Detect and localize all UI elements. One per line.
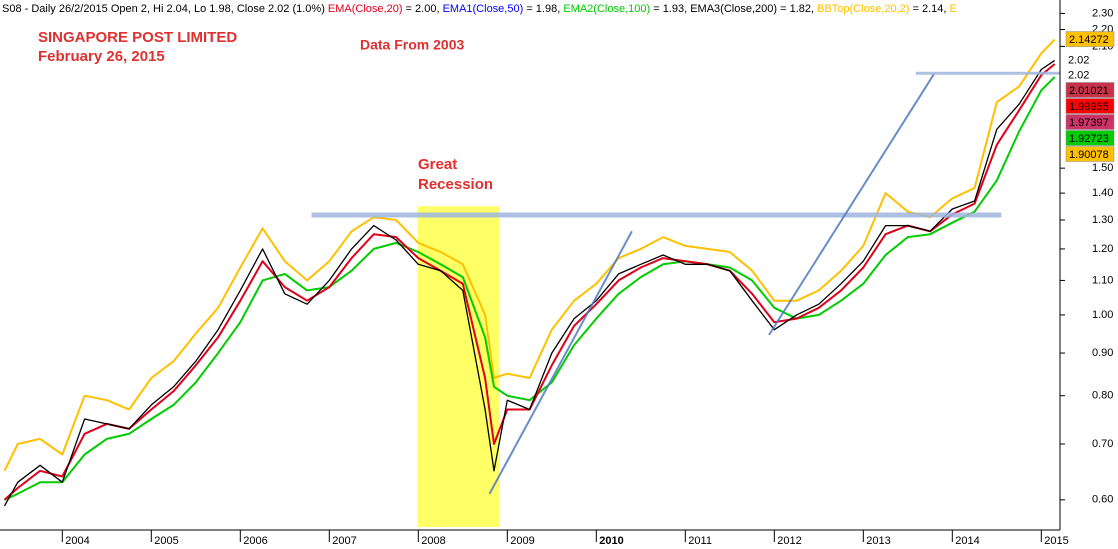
x-tick-label: 2013 bbox=[866, 535, 890, 547]
close-label: 2.02 bbox=[1068, 69, 1089, 81]
y-tick-label: 1.50 bbox=[1092, 162, 1113, 174]
x-tick-label: 2005 bbox=[154, 535, 178, 547]
series-line bbox=[3, 63, 1056, 501]
x-tick-label: 2014 bbox=[955, 535, 979, 547]
under-layer bbox=[417, 206, 500, 528]
y-tick-label: 1.30 bbox=[1092, 214, 1113, 226]
value-box-label: 1.92723 bbox=[1069, 133, 1109, 145]
y-tick-label: 1.10 bbox=[1092, 274, 1113, 286]
header-segment: S08 - Daily 26/2/2015 Open 2, Hi 2.04, L… bbox=[2, 3, 328, 15]
note: Data From 2003 bbox=[360, 37, 464, 53]
highlight-span bbox=[417, 206, 500, 528]
trendline bbox=[488, 230, 633, 495]
header-segment: EMA2(Close,100) bbox=[563, 3, 650, 15]
x-tick-label: 2010 bbox=[599, 535, 623, 547]
chart-title: SINGAPORE POST LIMITED bbox=[38, 29, 237, 46]
x-tick-label: 2012 bbox=[777, 535, 801, 547]
value-box-label: 1.90078 bbox=[1069, 149, 1109, 161]
y-tick-label: 1.40 bbox=[1092, 187, 1113, 199]
header-segment: = 1.93, bbox=[650, 3, 690, 15]
y-tick-label: 0.60 bbox=[1092, 494, 1113, 506]
value-box-label: 2.01021 bbox=[1069, 85, 1109, 97]
header-segment: = 2.00, bbox=[403, 3, 443, 15]
trendline bbox=[768, 72, 936, 336]
y-tick-label: 1.20 bbox=[1092, 243, 1113, 255]
header-segment: EMA(Close,20) bbox=[328, 3, 403, 15]
y-tick-label: 0.90 bbox=[1092, 347, 1113, 359]
header-segment: BBTop(Close,20,2) bbox=[817, 3, 909, 15]
value-box bbox=[1065, 130, 1115, 146]
x-tick-label: 2011 bbox=[688, 535, 712, 547]
x-tick-label: 2004 bbox=[65, 535, 89, 547]
value-box bbox=[1065, 98, 1115, 114]
y-tick-label: 0.80 bbox=[1092, 390, 1113, 402]
x-tick-label: 2007 bbox=[332, 535, 356, 547]
header-segment: = 1.82, bbox=[777, 3, 817, 15]
y-tick-label: 0.70 bbox=[1092, 438, 1113, 450]
header-segment: EMA3(Close,200) bbox=[690, 3, 777, 15]
series-line bbox=[4, 76, 1056, 501]
header-segment: = 1.98, bbox=[523, 3, 563, 15]
header-segment: E bbox=[950, 3, 957, 15]
y-tick-label: 1.00 bbox=[1092, 309, 1113, 321]
close-label: 2.02 bbox=[1068, 54, 1089, 66]
value-box bbox=[1065, 146, 1115, 162]
highlight-label: Recession bbox=[418, 176, 493, 193]
x-tick-label: 2008 bbox=[421, 535, 445, 547]
header: S08 - Daily 26/2/2015 Open 2, Hi 2.04, L… bbox=[2, 3, 957, 15]
chart-subtitle: February 26, 2015 bbox=[38, 48, 165, 65]
series-line bbox=[3, 38, 1056, 472]
value-box-label: 2.14272 bbox=[1069, 34, 1109, 46]
highlight-label: Great bbox=[418, 156, 457, 173]
header-segment: = 2.14, bbox=[909, 3, 949, 15]
value-box bbox=[1065, 114, 1115, 130]
series-line bbox=[3, 59, 1056, 507]
x-tick-label: 2009 bbox=[510, 535, 534, 547]
x-tick-label: 2015 bbox=[1044, 535, 1068, 547]
x-tick-label: 2006 bbox=[243, 535, 267, 547]
y-tick-label: 2.30 bbox=[1092, 7, 1113, 19]
value-box-label: 1.97397 bbox=[1069, 117, 1109, 129]
value-box bbox=[1065, 82, 1115, 98]
header-segment: EMA1(Close,50) bbox=[443, 3, 524, 15]
value-box bbox=[1065, 31, 1115, 47]
value-box-label: 1.99955 bbox=[1069, 101, 1109, 113]
